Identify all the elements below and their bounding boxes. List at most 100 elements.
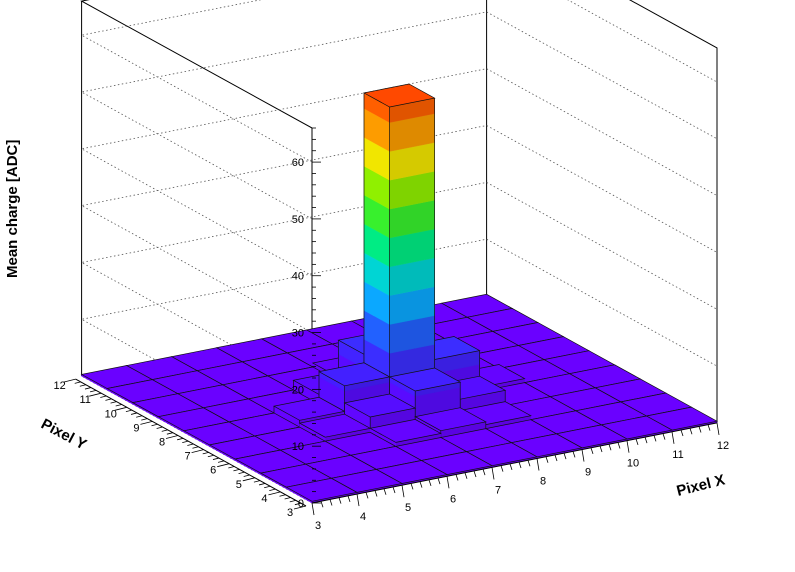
x-tick [635, 438, 639, 446]
y-tick [114, 406, 127, 411]
y-tick-label: 10 [105, 408, 117, 420]
x-tick [320, 501, 324, 508]
x-tick [509, 463, 513, 470]
x-tick-label: 11 [672, 449, 683, 461]
bar-top-face [362, 83, 436, 108]
x-tick-label: 12 [717, 440, 729, 452]
y-tick-label: 5 [236, 479, 242, 491]
y-axis-line [75, 378, 307, 507]
y-tick [182, 440, 189, 444]
wall-frame [80, 0, 718, 423]
y-tick [242, 477, 255, 482]
y-tick [212, 457, 220, 460]
y-tick [151, 423, 158, 427]
x-tick [482, 469, 486, 476]
x-tick [518, 461, 522, 469]
x-tick-label: 3 [315, 520, 321, 532]
x-tick [608, 444, 612, 451]
x-tick [662, 433, 666, 440]
z-tick-label: 20 [292, 384, 304, 396]
y-tick [268, 491, 281, 496]
z-tick-label: 0 [298, 498, 304, 510]
x-tick [419, 481, 423, 488]
y-tick [294, 502, 301, 506]
y-tick [284, 497, 291, 500]
x-tick [554, 454, 558, 462]
x-tick-label: 4 [360, 511, 366, 523]
y-tick [125, 409, 133, 413]
y-tick [217, 460, 225, 463]
y-tick [141, 418, 148, 421]
y-tick [89, 389, 97, 393]
x-tick [581, 449, 585, 462]
bar [362, 83, 436, 412]
x-tick-label: 5 [405, 502, 411, 514]
z-tick-label: 30 [292, 328, 304, 340]
x-tick [653, 435, 657, 442]
z-tick-label: 10 [292, 441, 304, 453]
y-tick [156, 426, 163, 429]
y-tick-label: 11 [79, 394, 90, 406]
x-tick [626, 440, 630, 453]
x-tick [617, 442, 621, 449]
x-tick-label: 8 [540, 476, 546, 488]
y-tick [217, 463, 230, 468]
x-tick [500, 465, 504, 472]
x-tick [707, 424, 711, 431]
y-tick [191, 449, 204, 453]
y-tick-label: 9 [133, 422, 139, 434]
y-tick [110, 401, 117, 404]
y-tick [192, 446, 199, 449]
y-tick [258, 483, 266, 486]
y-tick [115, 404, 122, 407]
y-tick [161, 429, 168, 432]
y-tick [228, 466, 235, 469]
y-tick-label: 12 [53, 380, 65, 392]
y-tick [269, 488, 276, 491]
x-tick [428, 479, 432, 486]
grid-line [80, 125, 718, 333]
y-tick-label: 7 [185, 451, 191, 463]
y-tick [207, 454, 214, 458]
y-tick [279, 494, 286, 497]
y-tick [63, 378, 76, 383]
x-tick-label: 9 [585, 467, 591, 479]
x-tick [329, 499, 333, 506]
x-tick [374, 490, 378, 497]
x-axis-line [311, 422, 718, 504]
x-tick [383, 488, 387, 495]
bar-top-face [317, 362, 391, 387]
z-tick-label: 60 [292, 157, 304, 169]
y-tick [100, 395, 107, 398]
x-tick [671, 431, 675, 444]
y-tick [253, 480, 261, 483]
x-tick [392, 486, 396, 494]
x-tick [716, 422, 720, 435]
y-tick [130, 412, 138, 415]
y-tick [289, 499, 296, 503]
y-tick [187, 443, 194, 446]
bar-top-face [369, 419, 442, 443]
grid-line [80, 11, 718, 220]
x-tick [680, 429, 684, 437]
x-tick [401, 485, 405, 498]
z-tick-label: 50 [292, 214, 304, 226]
y-tick-label: 3 [287, 507, 293, 519]
x-tick [536, 458, 540, 471]
y-tick [79, 384, 86, 387]
x-tick [356, 494, 360, 507]
y-tick-label: 4 [261, 493, 267, 505]
axis-ticks: 3 4 5 6 7 8 9 10 11 12 3 4 5 6 7 8 9 10 11 12 0 10 20 30 40 50 60 [53, 127, 729, 532]
y-tick [140, 421, 153, 425]
x-tick [590, 447, 594, 454]
x-tick [491, 467, 495, 480]
x-tick [689, 428, 693, 435]
x-tick [644, 437, 648, 444]
y-tick [105, 398, 112, 401]
z-tick-label: 40 [292, 271, 304, 283]
x-tick-label: 7 [495, 484, 501, 496]
x-tick-label: 6 [450, 493, 456, 505]
x-tick [698, 426, 702, 433]
bar-top-face [388, 367, 462, 392]
